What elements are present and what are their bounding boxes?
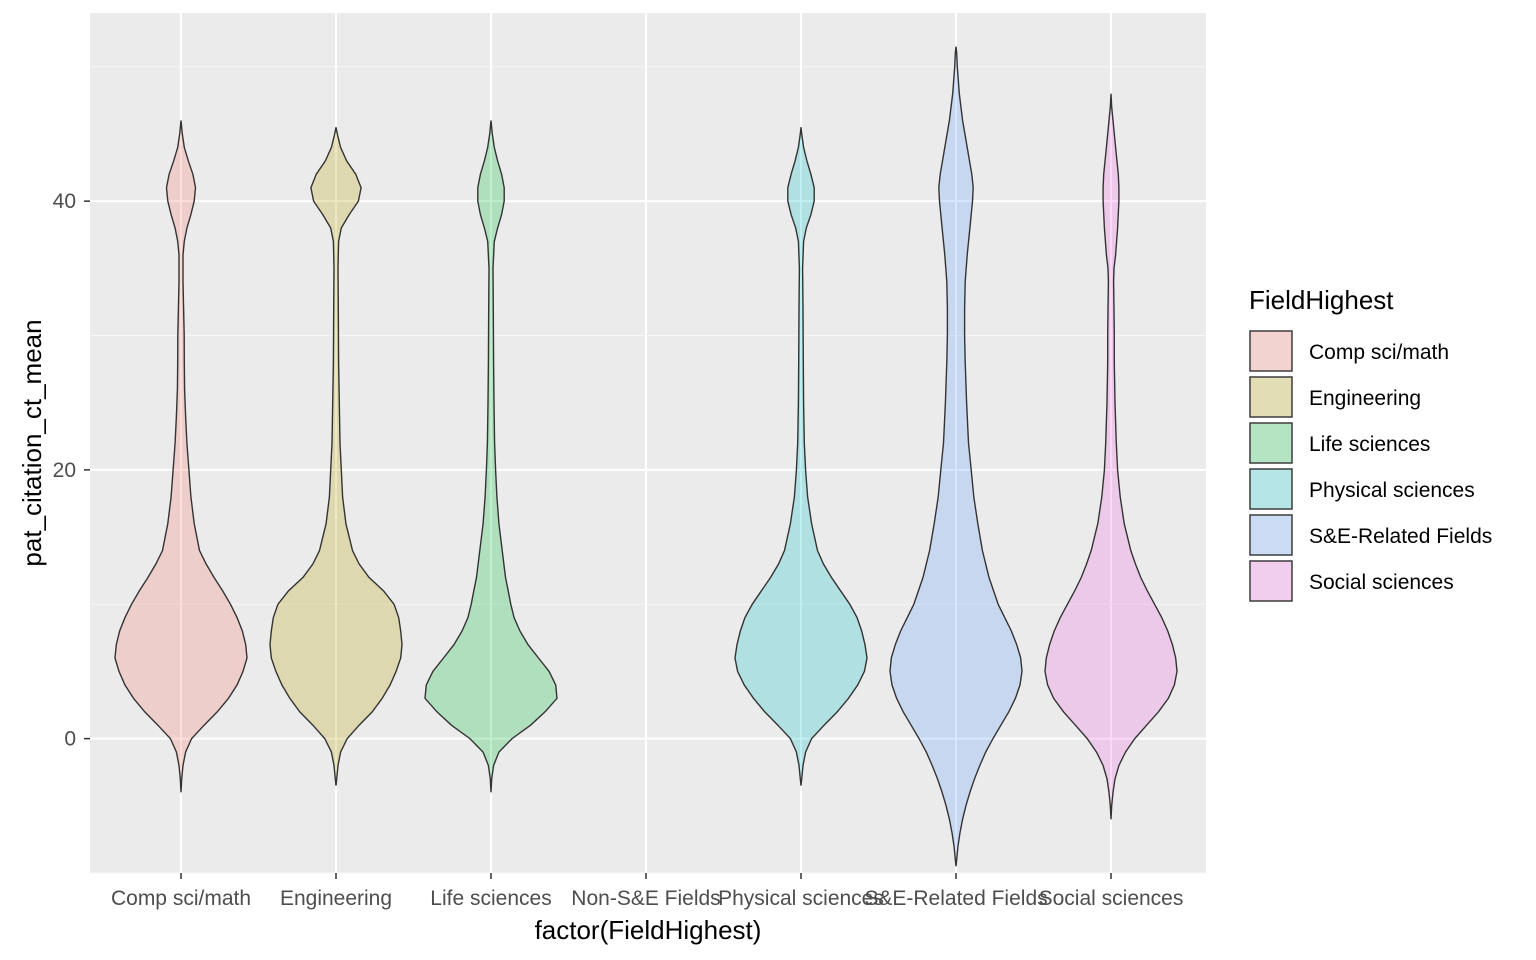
x-tick-label: Non-S&E Fields bbox=[571, 887, 720, 910]
x-tick-label: Social sciences bbox=[1039, 887, 1184, 910]
legend-label: Physical sciences bbox=[1309, 479, 1475, 502]
y-tick-label: 0 bbox=[64, 728, 76, 751]
legend-swatch bbox=[1250, 469, 1292, 509]
legend-swatch bbox=[1250, 377, 1292, 417]
x-tick-label: Engineering bbox=[280, 887, 392, 910]
legend-swatch bbox=[1250, 561, 1292, 601]
legend-title: FieldHighest bbox=[1249, 285, 1394, 315]
x-tick-label: S&E-Related Fields bbox=[864, 887, 1047, 910]
legend-label: S&E-Related Fields bbox=[1309, 525, 1492, 548]
x-tick-label: Life sciences bbox=[430, 887, 551, 910]
legend: FieldHighest Comp sci/math Engineering Lif… bbox=[1249, 285, 1492, 602]
legend-swatch bbox=[1250, 331, 1292, 371]
legend-swatch bbox=[1250, 515, 1292, 555]
y-axis-ticks: 0 20 40 bbox=[53, 190, 90, 751]
y-axis-title: pat_citation_ct_mean bbox=[17, 319, 47, 566]
y-tick-label: 40 bbox=[53, 190, 76, 213]
legend-label: Life sciences bbox=[1309, 433, 1430, 456]
legend-items: Comp sci/math Engineering Life sciences Phy… bbox=[1249, 330, 1492, 602]
x-axis-ticks: Comp sci/math Engineering Life sciences Non… bbox=[111, 873, 1183, 910]
plot-panel bbox=[90, 13, 1206, 873]
y-tick-label: 20 bbox=[53, 459, 76, 482]
x-axis-title: factor(FieldHighest) bbox=[535, 915, 762, 945]
legend-label: Engineering bbox=[1309, 387, 1421, 410]
x-tick-label: Physical sciences bbox=[718, 887, 884, 910]
legend-label: Comp sci/math bbox=[1309, 341, 1449, 364]
legend-swatch bbox=[1250, 423, 1292, 463]
legend-label: Social sciences bbox=[1309, 571, 1454, 594]
x-tick-label: Comp sci/math bbox=[111, 887, 251, 910]
